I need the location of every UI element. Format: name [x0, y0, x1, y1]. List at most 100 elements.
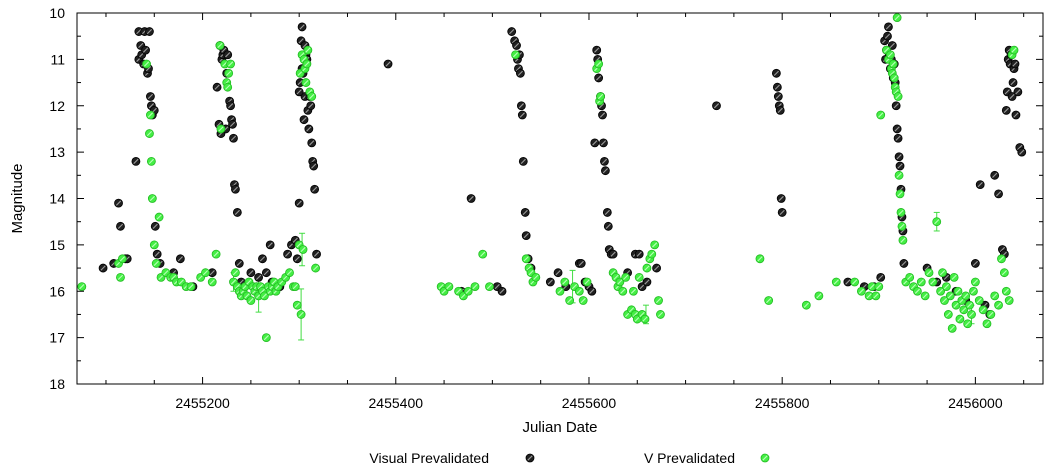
v-point: [223, 82, 233, 92]
visual-point: [970, 259, 980, 268]
x-tick-label: 2455600: [562, 395, 617, 411]
visual-point: [512, 41, 521, 50]
visual-point: [1001, 105, 1011, 115]
visual-point: [234, 259, 244, 268]
v-point: [961, 291, 971, 301]
visual-point: [229, 133, 238, 143]
v-point: [755, 254, 765, 264]
visual-point: [518, 156, 528, 166]
visual-point: [246, 268, 256, 278]
y-axis-ticks: 10 11 12 13 14 15 16 17 18: [49, 5, 1043, 392]
visual-point: [254, 272, 264, 282]
v-point: [145, 129, 154, 138]
visual-point: [265, 240, 275, 250]
v-point: [656, 310, 665, 319]
visual-point: [307, 138, 317, 148]
v-point: [642, 263, 652, 273]
v-point: [231, 268, 240, 278]
visual-point: [772, 82, 782, 92]
visual-point: [383, 59, 393, 69]
visual-point: [309, 161, 319, 171]
visual-point: [892, 124, 902, 134]
v-point: [470, 282, 480, 292]
visual-point: [310, 184, 320, 194]
visual-point: [775, 105, 785, 115]
visual-point: [545, 277, 555, 287]
visual-point: [712, 101, 721, 111]
v-point: [560, 277, 570, 287]
visual-point: [294, 198, 304, 208]
v-point: [578, 296, 588, 305]
v-point: [969, 286, 978, 296]
visual-point: [884, 22, 893, 32]
visual-point: [212, 82, 222, 92]
v-point: [895, 189, 905, 199]
visual-point: [299, 115, 309, 125]
v-point: [896, 208, 906, 217]
v-point: [967, 310, 976, 319]
visual-point: [592, 45, 602, 55]
v-point: [296, 310, 306, 319]
v-point: [990, 291, 1000, 301]
v-point: [856, 286, 866, 296]
visual-point: [312, 249, 321, 259]
v-point: [224, 68, 234, 78]
v-point: [298, 245, 308, 254]
v-point: [307, 92, 317, 101]
v-point: [531, 272, 541, 282]
v-point: [942, 282, 951, 292]
v-point: [894, 170, 904, 180]
v-point: [943, 310, 953, 319]
v-point: [885, 50, 895, 60]
legend-marker-visual: [525, 453, 535, 463]
v-point: [77, 282, 87, 292]
visual-point: [228, 119, 237, 129]
v-point: [565, 296, 575, 305]
v-point: [936, 286, 946, 296]
v-point: [801, 300, 811, 310]
y-tick-label: 13: [49, 144, 65, 160]
visual-point: [777, 208, 787, 217]
visual-point: [1008, 78, 1018, 87]
visual-point: [146, 92, 155, 101]
v-point: [151, 259, 161, 268]
visual-point: [231, 184, 240, 194]
visual-point: [261, 268, 271, 278]
v-point: [905, 272, 915, 282]
v-point: [945, 291, 955, 301]
v-point: [118, 254, 127, 264]
v-point: [932, 217, 942, 227]
visual-point: [642, 277, 652, 287]
legend-marker-visual-dot: [525, 453, 535, 463]
x-axis-title: Julian Date: [522, 419, 597, 436]
v-point: [978, 305, 988, 315]
v-point: [246, 296, 256, 305]
v-point: [201, 268, 210, 278]
v-point: [986, 310, 996, 319]
v-point: [920, 291, 930, 301]
visual-point: [603, 221, 613, 231]
x-tick-label: 2455800: [755, 395, 810, 411]
v-point: [963, 319, 973, 329]
y-tick-label: 11: [50, 51, 65, 67]
v-point: [897, 221, 907, 231]
visual-point: [114, 198, 123, 208]
v-point: [876, 110, 886, 120]
v-point: [965, 300, 974, 310]
v-point: [621, 272, 631, 282]
v-point: [955, 314, 965, 324]
v-point: [301, 78, 311, 87]
visual-point: [893, 133, 903, 143]
v-point: [207, 277, 217, 287]
v-point: [154, 212, 164, 222]
x-axis-ticks: 2455200 2455400 2455600 2455800 2456000: [105, 13, 1025, 411]
visual-point: [601, 166, 610, 176]
x-tick-label: 2455200: [175, 395, 230, 411]
visual-point: [590, 138, 600, 148]
v-point: [953, 286, 963, 296]
v-point: [814, 291, 824, 301]
v-point: [982, 319, 992, 329]
v-point: [949, 272, 959, 282]
v-point: [582, 277, 592, 287]
v-point: [924, 268, 934, 278]
